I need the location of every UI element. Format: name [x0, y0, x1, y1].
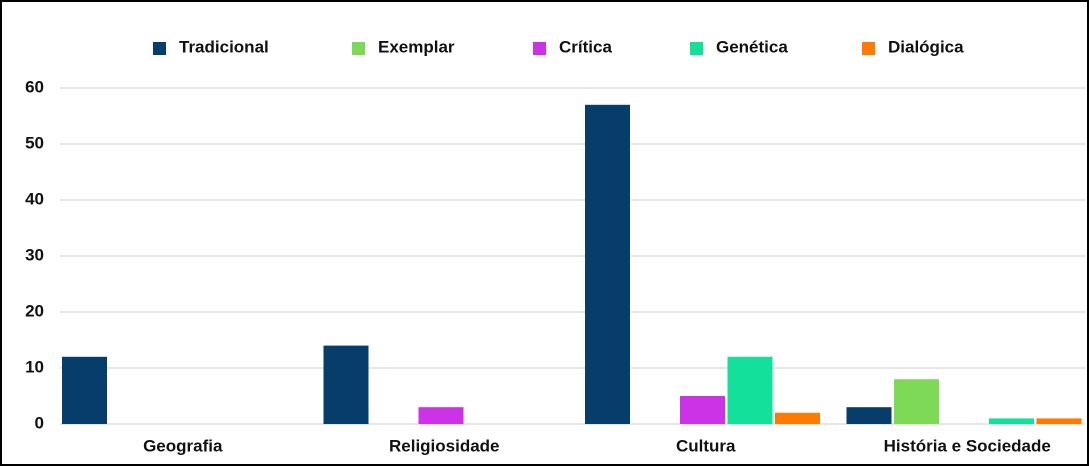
- bar: [846, 407, 892, 424]
- x-tick-label: Religiosidade: [389, 436, 500, 455]
- y-tick-label: 40: [25, 189, 44, 208]
- x-tick-label: História e Sociedade: [884, 436, 1051, 455]
- legend-swatch: [690, 42, 703, 55]
- bar: [894, 379, 939, 424]
- y-tick-label: 60: [25, 77, 44, 96]
- legend-swatch: [533, 42, 546, 55]
- bar: [1036, 418, 1082, 424]
- legend-label: Crítica: [559, 37, 612, 56]
- y-tick-label: 50: [25, 133, 44, 152]
- legend-swatch: [352, 42, 365, 55]
- bar: [585, 104, 630, 425]
- y-tick-label: 20: [25, 301, 44, 320]
- legend-label: Exemplar: [378, 37, 455, 56]
- bar: [680, 396, 725, 424]
- bar: [989, 418, 1034, 424]
- bar: [323, 345, 369, 424]
- bar: [775, 412, 820, 424]
- legend-swatch: [862, 42, 875, 55]
- y-tick-label: 10: [25, 357, 44, 376]
- legend-label: Genética: [716, 37, 788, 56]
- bar: [418, 407, 464, 424]
- legend-label: Tradicional: [179, 37, 269, 56]
- x-tick-label: Cultura: [676, 436, 736, 455]
- bar: [62, 356, 107, 424]
- y-tick-label: 30: [25, 245, 44, 264]
- x-tick-label: Geografia: [143, 436, 223, 455]
- legend-label: Dialógica: [888, 37, 964, 56]
- bar: [727, 356, 773, 424]
- y-tick-label: 0: [35, 413, 44, 432]
- legend-swatch: [153, 42, 166, 55]
